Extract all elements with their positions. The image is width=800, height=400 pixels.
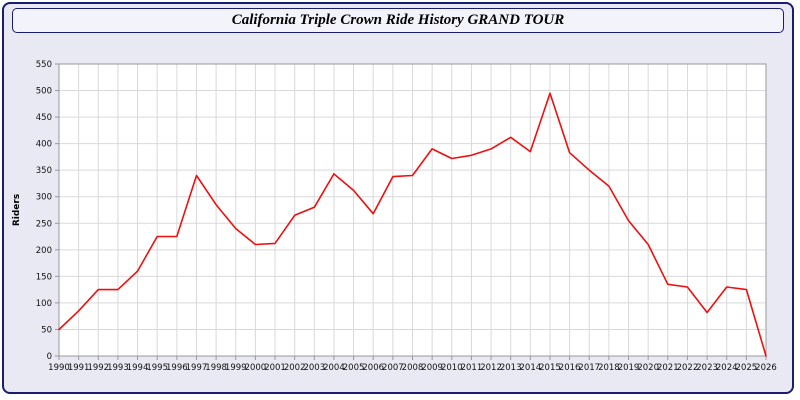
x-tick-label: 2012	[480, 363, 502, 373]
x-tick-label: 2011	[461, 363, 483, 373]
x-tick-label: 2004	[323, 363, 345, 373]
chart-area: 0 50 100 150 200 250 300 350 400 450 500 550 1990 199…	[8, 40, 790, 388]
y-tick-label: 500	[36, 87, 52, 97]
y-tick-label: 550	[36, 60, 52, 70]
x-tick-label: 1994	[127, 363, 149, 373]
x-tick-label: 2023	[696, 363, 718, 373]
chart-svg: 0501001502002503003504004505005501990199…	[12, 60, 777, 373]
x-tick-label: 2000	[245, 363, 267, 373]
x-tick-label: 1998	[205, 363, 227, 373]
x-tick-label: 2003	[303, 363, 325, 373]
y-tick-label: 150	[36, 272, 52, 282]
x-tick-label: 1992	[87, 363, 109, 373]
y-tick-label: 0	[47, 352, 52, 362]
y-tick-label: 50	[41, 325, 52, 335]
x-tick-label: 1999	[225, 363, 247, 373]
x-tick-label: 2025	[736, 363, 758, 373]
y-tick-label: 400	[36, 140, 52, 150]
x-tick-label: 2024	[716, 363, 738, 373]
x-tick-label: 2008	[402, 363, 424, 373]
x-tick-label: 2016	[559, 363, 581, 373]
y-tick-label: 250	[36, 219, 52, 229]
x-tick-label: 2002	[284, 363, 306, 373]
x-tick-label: 2020	[637, 363, 659, 373]
axis-ticks	[55, 63, 767, 360]
y-axis-label: Riders	[12, 194, 22, 226]
x-tick-label: 2022	[677, 363, 699, 373]
x-tick-label: 2015	[539, 363, 561, 373]
gridlines	[58, 63, 767, 357]
x-tick-label: 1996	[166, 363, 188, 373]
axis-tick-labels: 0501001502002503003504004505005501990199…	[36, 60, 777, 373]
x-tick-label: 1990	[48, 363, 70, 373]
x-tick-label: 2026	[755, 363, 777, 373]
y-tick-label: 350	[36, 166, 52, 176]
x-tick-label: 2006	[362, 363, 384, 373]
y-tick-label: 450	[36, 113, 52, 123]
x-tick-label: 2013	[500, 363, 522, 373]
x-tick-label: 2014	[520, 363, 542, 373]
x-tick-label: 1991	[68, 363, 90, 373]
chart-title: California Triple Crown Ride History GRA…	[231, 12, 565, 28]
x-tick-label: 1997	[186, 363, 208, 373]
x-tick-label: 2007	[382, 363, 404, 373]
x-tick-label: 2001	[264, 363, 286, 373]
x-tick-label: 2017	[578, 363, 600, 373]
x-tick-label: 2019	[618, 363, 640, 373]
chart-panel: California Triple Crown Ride History GRA…	[2, 2, 794, 394]
x-tick-label: 2010	[441, 363, 463, 373]
chart-title-box: California Triple Crown Ride History GRA…	[12, 8, 784, 33]
x-tick-label: 2018	[598, 363, 620, 373]
y-tick-label: 100	[36, 299, 52, 309]
x-tick-label: 1993	[107, 363, 129, 373]
riders-line-series	[58, 92, 767, 357]
y-tick-label: 200	[36, 246, 52, 256]
x-tick-label: 2009	[421, 363, 443, 373]
y-tick-label: 300	[36, 193, 52, 203]
x-tick-label: 2021	[657, 363, 679, 373]
x-tick-label: 2005	[343, 363, 365, 373]
x-tick-label: 1995	[146, 363, 168, 373]
